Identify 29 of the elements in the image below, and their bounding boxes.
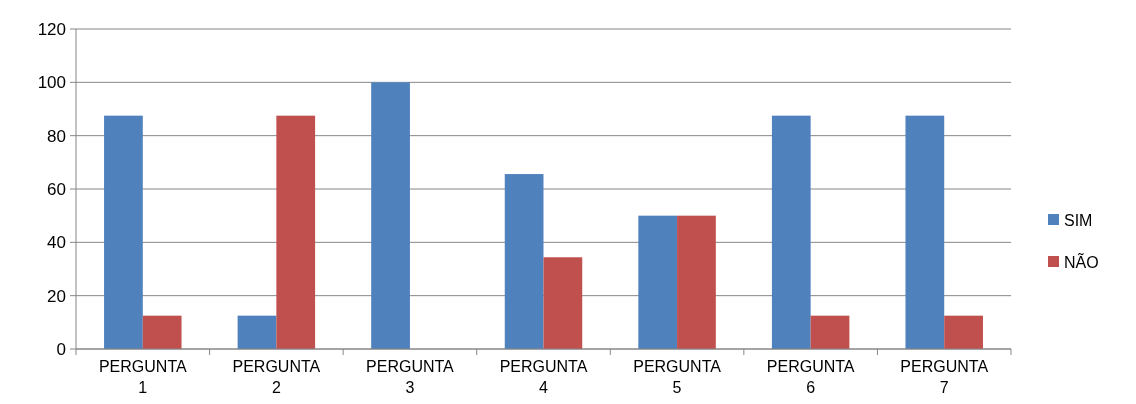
x-tick-label: PERGUNTA 1 bbox=[98, 358, 187, 396]
bar bbox=[810, 315, 850, 349]
bar bbox=[504, 174, 544, 349]
x-tick-label: PERGUNTA 2 bbox=[232, 358, 321, 396]
bar bbox=[237, 315, 277, 349]
x-tick-label: PERGUNTA 6 bbox=[766, 358, 855, 396]
x-tick-label: PERGUNTA 3 bbox=[366, 358, 455, 396]
x-tick-label: PERGUNTA 7 bbox=[900, 358, 989, 396]
y-tick-label: 100 bbox=[37, 73, 66, 93]
bar bbox=[142, 315, 182, 349]
y-tick-label: 60 bbox=[47, 179, 66, 199]
x-tick-label: PERGUNTA 4 bbox=[499, 358, 588, 396]
bar bbox=[677, 215, 716, 349]
y-tick-label: 20 bbox=[47, 286, 66, 306]
bar bbox=[543, 257, 583, 349]
bar bbox=[905, 115, 945, 349]
legend-label: NÃO bbox=[1064, 251, 1099, 271]
y-tick-label: 0 bbox=[56, 339, 66, 359]
bar bbox=[944, 315, 983, 349]
bar bbox=[638, 215, 678, 349]
bar bbox=[771, 115, 811, 349]
y-tick-label: 80 bbox=[47, 126, 66, 146]
y-tick-label: 40 bbox=[47, 233, 66, 253]
x-tick-label: PERGUNTA 5 bbox=[633, 358, 722, 396]
legend-label: SIM bbox=[1064, 211, 1093, 229]
y-tick-label: 120 bbox=[37, 19, 66, 39]
bar bbox=[104, 115, 143, 349]
bar bbox=[371, 82, 410, 349]
bar bbox=[276, 115, 316, 349]
